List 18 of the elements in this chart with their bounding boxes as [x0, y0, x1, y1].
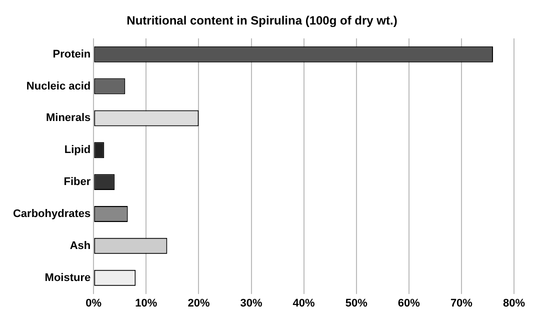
x-tick-label: 80%	[502, 297, 526, 310]
x-tick-label: 0%	[86, 297, 102, 310]
y-tick-label: Ash	[70, 240, 91, 252]
y-tick-label: Nucleic acid	[26, 80, 91, 92]
y-tick-label: Carbohydrates	[12, 208, 91, 220]
x-tick-label: 10%	[135, 297, 158, 310]
x-tick-label: 20%	[188, 297, 210, 310]
x-tick-label: 50%	[345, 297, 368, 310]
chart-title: Nutritional content in Spirulina (100g of dry wt.)	[126, 14, 398, 28]
x-tick-label: 40%	[292, 297, 316, 310]
x-tick-label: 30%	[240, 297, 262, 310]
y-tick-label: Fiber	[64, 176, 92, 188]
y-tick-label: Moisture	[44, 272, 91, 284]
x-tick-label: 60%	[398, 297, 420, 310]
y-tick-label: Protein	[52, 48, 91, 60]
x-tick-label: 70%	[450, 297, 473, 310]
y-tick-label: Lipid	[64, 144, 91, 156]
y-tick-label: Minerals	[46, 112, 91, 124]
